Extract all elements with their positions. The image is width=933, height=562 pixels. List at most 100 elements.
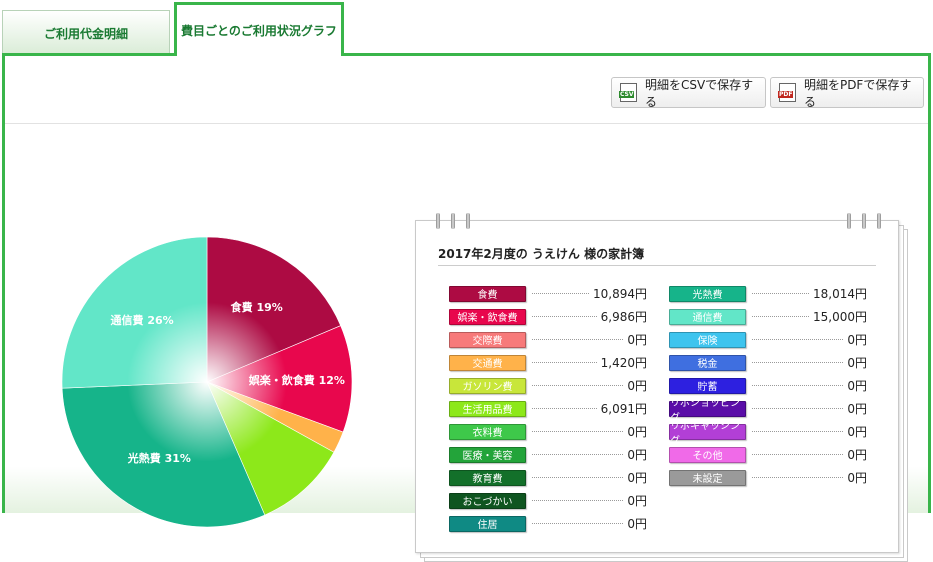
csv-file-icon: CSV xyxy=(619,83,637,102)
category-amount: 0円 xyxy=(847,425,867,439)
dotted-leader xyxy=(532,477,624,478)
dotted-leader xyxy=(532,431,624,432)
save-pdf-label: 明細をPDFで保存する xyxy=(803,77,912,109)
category-label: 衣料費 xyxy=(449,423,526,440)
category-amount: 6,091円 xyxy=(600,402,647,416)
pie-slice-label: 通信費 26% xyxy=(110,313,173,327)
ledger-row: 食費 10,894円 xyxy=(449,285,647,302)
category-label: 生活用品費 xyxy=(449,400,526,417)
category-label: 未設定 xyxy=(669,469,746,486)
dotted-leader xyxy=(532,293,589,294)
category-label: 貯蓄 xyxy=(669,377,746,394)
save-pdf-button[interactable]: PDF 明細をPDFで保存する xyxy=(770,77,924,109)
binder-ring xyxy=(877,213,881,229)
expense-pie-chart: 食費 19% 娯楽・飲食費 12% 光熱費 31% 通信費 26% xyxy=(61,236,353,528)
save-csv-label: 明細をCSVで保存する xyxy=(644,77,754,109)
category-amount: 0円 xyxy=(847,448,867,462)
dotted-leader xyxy=(752,339,844,340)
dotted-leader xyxy=(532,316,597,317)
dotted-leader xyxy=(532,339,624,340)
ledger-row: 交通費 1,420円 xyxy=(449,354,647,371)
category-label: その他 xyxy=(669,446,746,463)
tab-statement[interactable]: ご利用代金明細 xyxy=(2,10,170,55)
title-divider xyxy=(438,265,876,266)
household-ledger: 2017年2月度の うえけん 様の家計簿 食費 10,894円娯楽・飲食費 6,98… xyxy=(415,213,908,562)
ledger-row: その他 0円 xyxy=(669,446,867,463)
tab-graph[interactable]: 費目ごとのご利用状況グラフ xyxy=(174,2,344,56)
binder-ring xyxy=(466,213,470,229)
ledger-row: 衣料費 0円 xyxy=(449,423,647,440)
pie-slice-label: 娯楽・飲食費 12% xyxy=(249,373,345,387)
ledger-row: 教育費 0円 xyxy=(449,469,647,486)
ledger-row: 未設定 0円 xyxy=(669,469,867,486)
category-label: 保険 xyxy=(669,331,746,348)
ledger-row: おこづかい 0円 xyxy=(449,492,647,509)
category-amount: 0円 xyxy=(627,448,647,462)
category-amount: 0円 xyxy=(847,333,867,347)
ledger-row: 保険 0円 xyxy=(669,331,867,348)
ledger-row: ガソリン費 0円 xyxy=(449,377,647,394)
dotted-leader xyxy=(752,362,844,363)
category-amount: 0円 xyxy=(847,402,867,416)
category-label: 教育費 xyxy=(449,469,526,486)
category-label: 通信費 xyxy=(669,308,746,325)
ledger-row: 生活用品費 6,091円 xyxy=(449,400,647,417)
ledger-row: リボキャッシング 0円 xyxy=(669,421,867,447)
ledger-row: 住居 0円 xyxy=(449,515,647,532)
category-label: 医療・美容 xyxy=(449,446,526,463)
category-label: 食費 xyxy=(449,285,526,302)
ledger-row: 光熱費 18,014円 xyxy=(669,285,867,302)
category-amount: 0円 xyxy=(627,379,647,393)
ledger-row: 通信費 15,000円 xyxy=(669,308,867,325)
graph-panel: CSV 明細をCSVで保存する PDF 明細をPDFで保存する 食費 19% 娯楽… xyxy=(2,53,931,562)
category-amount: 6,986円 xyxy=(600,310,647,324)
binder-ring xyxy=(451,213,455,229)
category-amount: 0円 xyxy=(847,379,867,393)
category-amount: 18,014円 xyxy=(813,287,867,301)
category-label: 税金 xyxy=(669,354,746,371)
pie-slice-label: 光熱費 31% xyxy=(127,451,191,465)
dotted-leader xyxy=(532,454,624,455)
ledger-row: 医療・美容 0円 xyxy=(449,446,647,463)
graph-content: 食費 19% 娯楽・飲食費 12% 光熱費 31% 通信費 26% 2017年2月度の… xyxy=(5,125,928,562)
dotted-leader xyxy=(752,293,809,294)
pie-slice xyxy=(61,236,208,389)
category-amount: 0円 xyxy=(627,517,647,531)
ledger-title: 2017年2月度の うえけん 様の家計簿 xyxy=(438,247,645,261)
category-amount: 0円 xyxy=(847,471,867,485)
category-label: 交際費 xyxy=(449,331,526,348)
dotted-leader xyxy=(752,385,844,386)
category-label: 住居 xyxy=(449,515,526,532)
dotted-leader xyxy=(752,454,844,455)
dotted-leader xyxy=(532,408,597,409)
dotted-leader xyxy=(752,477,844,478)
ledger-row: 貯蓄 0円 xyxy=(669,377,867,394)
pdf-icon-label: PDF xyxy=(778,91,794,98)
ledger-row: 交際費 0円 xyxy=(449,331,647,348)
dotted-leader xyxy=(752,408,844,409)
category-label: おこづかい xyxy=(449,492,526,509)
category-amount: 0円 xyxy=(627,471,647,485)
category-label: 娯楽・飲食費 xyxy=(449,308,526,325)
dotted-leader xyxy=(532,385,624,386)
dotted-leader xyxy=(532,523,624,524)
category-label: リボキャッシング xyxy=(669,421,746,447)
category-amount: 10,894円 xyxy=(593,287,647,301)
binder-ring xyxy=(862,213,866,229)
category-label: ガソリン費 xyxy=(449,377,526,394)
tab-bar: ご利用代金明細 費目ごとのご利用状況グラフ xyxy=(0,0,933,56)
category-amount: 1,420円 xyxy=(600,356,647,370)
pdf-file-icon: PDF xyxy=(778,83,796,102)
toolbar: CSV 明細をCSVで保存する PDF 明細をPDFで保存する xyxy=(5,56,928,124)
category-label: 光熱費 xyxy=(669,285,746,302)
save-csv-button[interactable]: CSV 明細をCSVで保存する xyxy=(611,77,766,109)
binder-ring xyxy=(847,213,851,229)
category-label: リボショッピング xyxy=(669,398,746,424)
binder-ring xyxy=(436,213,440,229)
category-amount: 0円 xyxy=(627,425,647,439)
ledger-sheet: 2017年2月度の うえけん 様の家計簿 食費 10,894円娯楽・飲食費 6,98… xyxy=(415,213,899,553)
ledger-row: 税金 0円 xyxy=(669,354,867,371)
dotted-leader xyxy=(532,362,597,363)
category-label: 交通費 xyxy=(449,354,526,371)
dotted-leader xyxy=(752,316,809,317)
